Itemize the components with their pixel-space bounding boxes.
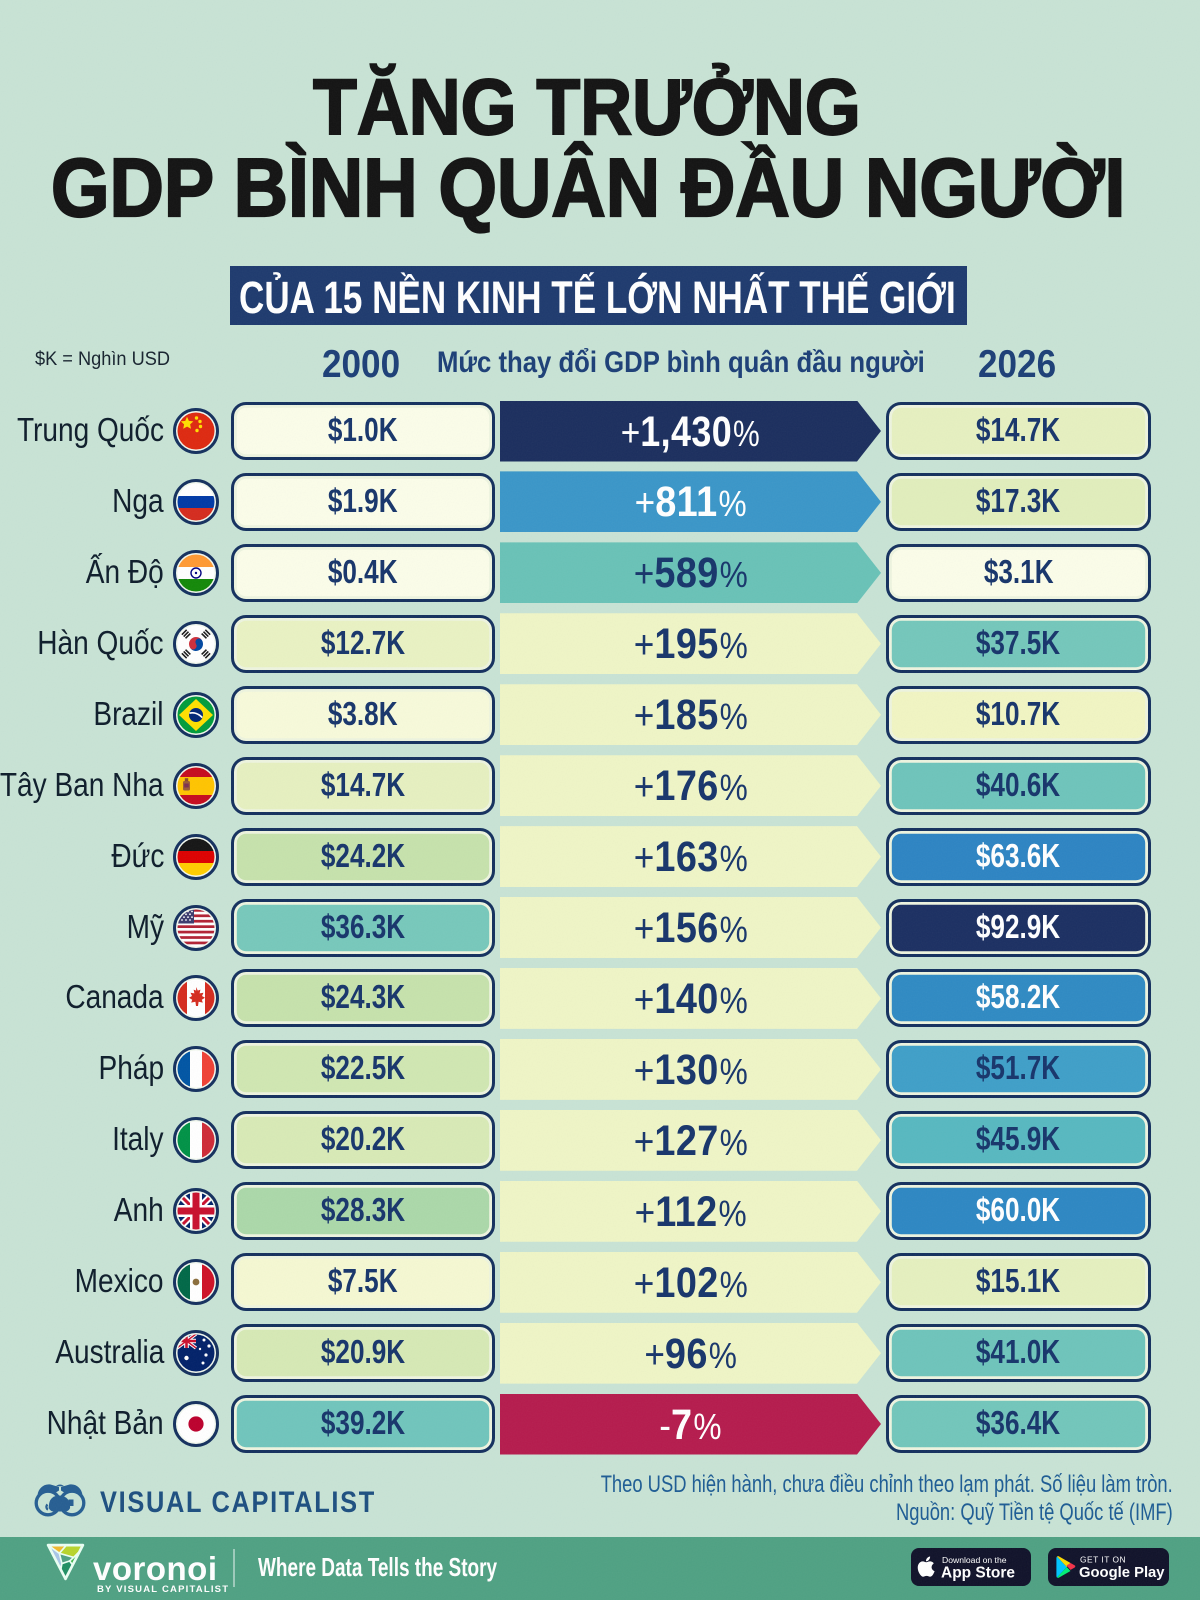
svg-text:Download on the: Download on the [942,1555,1007,1565]
svg-text:Google Play: Google Play [1079,1565,1165,1581]
svg-text:App Store: App Store [941,1565,1015,1582]
svg-text:GET IT ON: GET IT ON [1080,1555,1126,1565]
